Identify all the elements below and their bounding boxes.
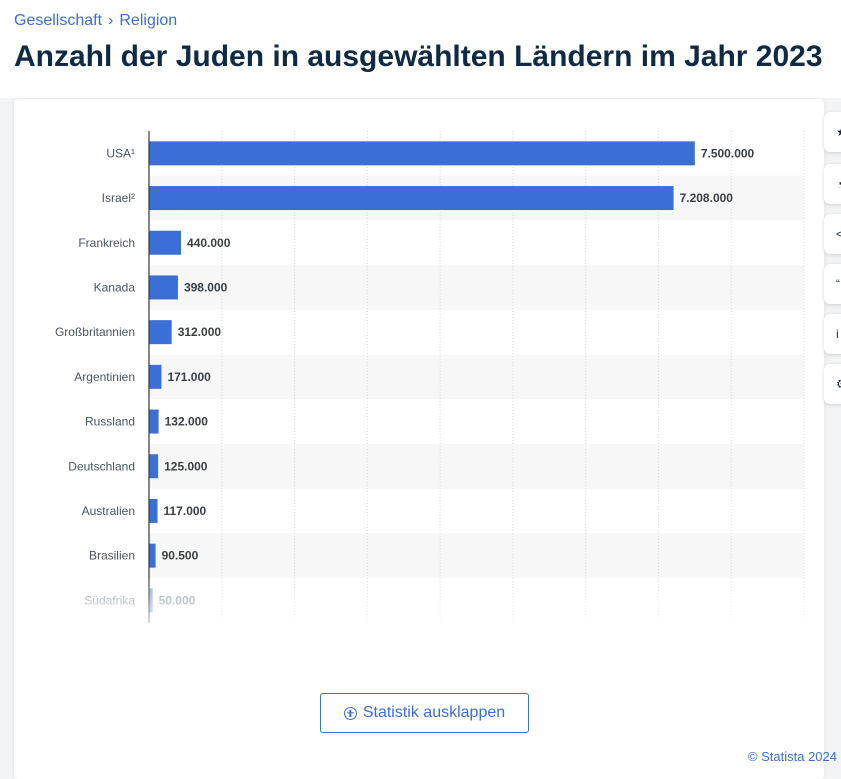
data-label: 7.500.000 (701, 146, 755, 160)
category-label: Frankreich (78, 236, 135, 250)
info-icon[interactable]: i (824, 314, 841, 354)
quote-icon[interactable]: “ (824, 264, 841, 304)
category-label: USA¹ (106, 146, 135, 160)
data-label: 398.000 (184, 280, 228, 294)
bar (149, 454, 159, 479)
category-label: Russland (85, 415, 135, 429)
bar (149, 320, 172, 345)
bar (149, 364, 162, 389)
bar (149, 230, 182, 255)
bar (149, 275, 178, 300)
data-label: 117.000 (164, 504, 207, 518)
star-icon[interactable]: ★ (824, 112, 841, 152)
bar-chart: USA¹ 7.500.000 Israel² 7.208.000 Frankreich 4… (55, 131, 805, 623)
row-band (149, 354, 804, 400)
row-band (149, 265, 804, 310)
category-label: Argentinien (74, 370, 135, 384)
statista-credit[interactable]: © Statista 2024 (747, 749, 837, 764)
breadcrumb-item-religion[interactable]: Religion (119, 12, 178, 29)
bar (149, 409, 159, 434)
bar (149, 141, 695, 166)
data-label: 440.000 (187, 236, 231, 250)
category-label: Australien (82, 504, 135, 518)
breadcrumb-separator: › (108, 12, 114, 29)
settings-icon[interactable]: ⚙ (824, 364, 841, 404)
category-label: Großbritannien (55, 325, 135, 339)
plus-circle-icon (343, 706, 357, 720)
row-band (149, 443, 804, 489)
header: Gesellschaft › Religion Anzahl der Juden i… (0, 0, 841, 98)
bar (149, 498, 158, 523)
bell-icon[interactable]: ◔ (824, 164, 841, 204)
category-label: Israel² (102, 191, 135, 205)
breadcrumb-item-gesellschaft[interactable]: Gesellschaft (14, 12, 103, 29)
expand-statistic-button[interactable]: Statistik ausklappen (320, 693, 529, 733)
data-label: 90.500 (162, 549, 199, 563)
share-icon[interactable]: < (824, 214, 841, 254)
bar (149, 543, 156, 568)
data-label: 171.000 (167, 370, 211, 384)
category-label: Südafrika (84, 593, 135, 607)
row-band (149, 533, 804, 578)
data-label: 132.000 (165, 415, 209, 429)
expand-statistic-label: Statistik ausklappen (362, 704, 506, 721)
category-label: Deutschland (68, 459, 135, 473)
data-label: 7.208.000 (680, 191, 734, 205)
bar (149, 186, 674, 211)
data-label: 125.000 (164, 459, 208, 473)
category-label: Kanada (94, 280, 136, 294)
category-label: Brasilien (89, 549, 135, 563)
page-title: Anzahl der Juden in ausgewählten Ländern… (14, 40, 823, 73)
data-label: 312.000 (178, 325, 222, 339)
chart-card: USA¹ 7.500.000 Israel² 7.208.000 Frankreich 4… (14, 99, 824, 779)
data-label: 50.000 (159, 593, 196, 607)
breadcrumb: Gesellschaft › Religion (14, 12, 177, 30)
